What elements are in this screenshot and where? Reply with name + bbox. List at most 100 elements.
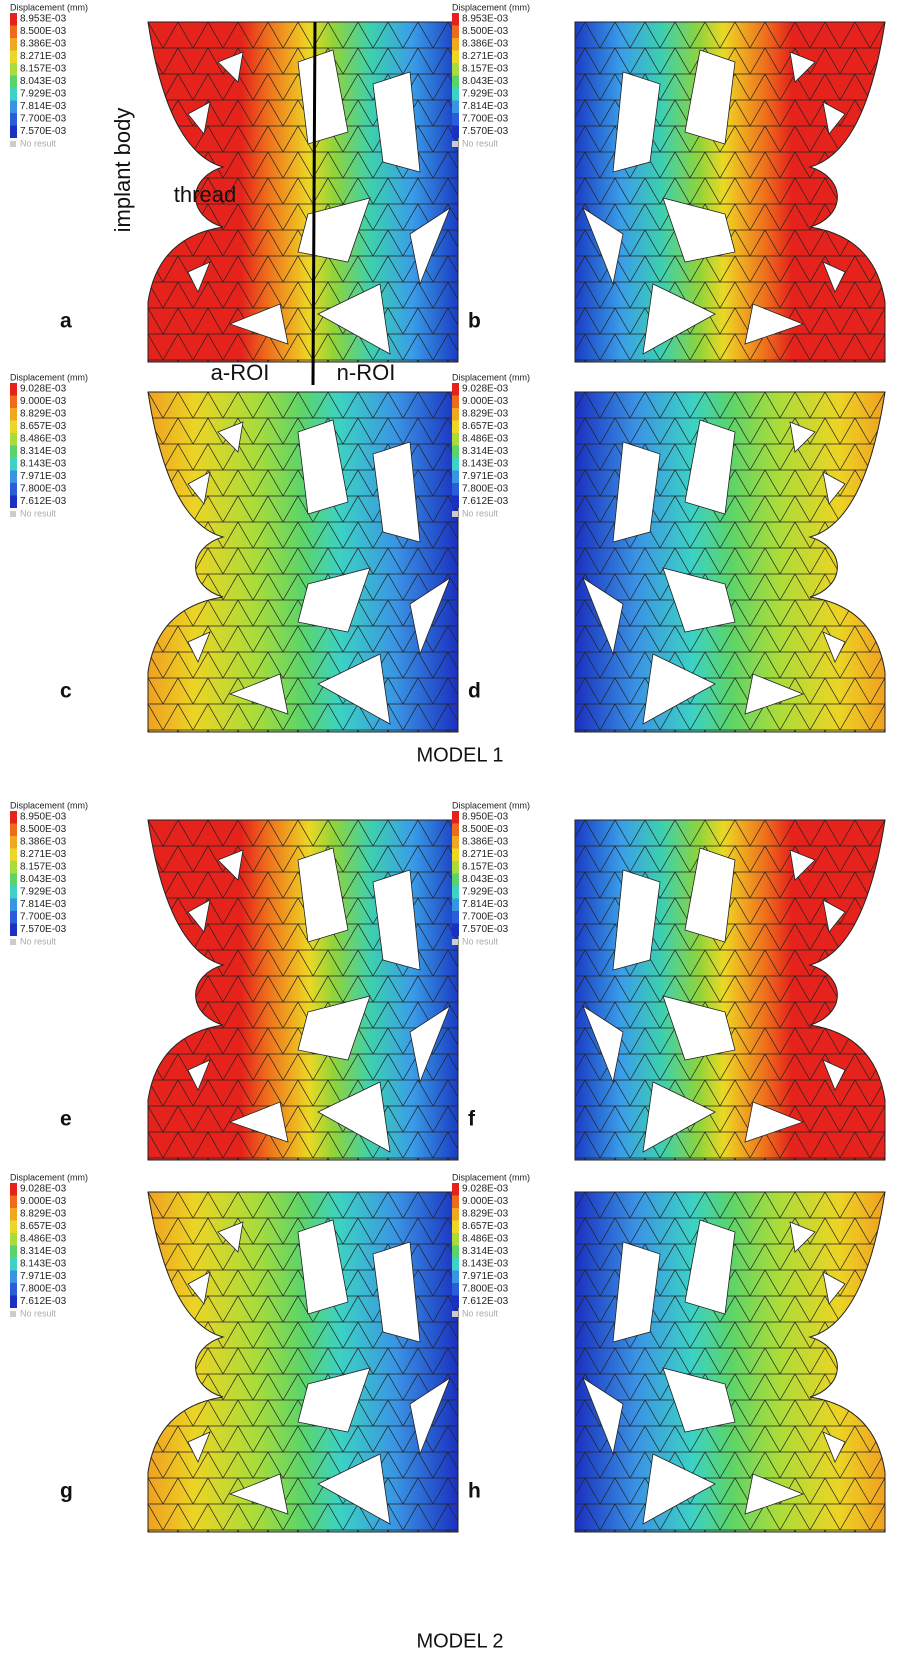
void — [744, 1101, 805, 1143]
legend-swatch — [10, 1195, 17, 1208]
void — [317, 1081, 391, 1153]
legend-title: Displacement (mm) — [10, 372, 88, 382]
contour-plot — [574, 1191, 886, 1533]
legend-swatch — [10, 113, 17, 126]
void — [789, 1221, 816, 1253]
legend-swatch — [452, 1195, 459, 1208]
legend-value: 9.028E-03 — [462, 1184, 509, 1195]
legend-swatch — [10, 873, 17, 886]
legend-value: 8.271E-03 — [462, 849, 509, 860]
void — [744, 303, 805, 345]
legend-swatch — [452, 470, 459, 483]
legend-title: Displacement (mm) — [10, 800, 88, 810]
legend-value: 7.700E-03 — [20, 912, 67, 923]
legend-value: 7.700E-03 — [462, 912, 509, 923]
contour-body — [148, 392, 458, 732]
void — [297, 995, 371, 1061]
contour-plot — [574, 391, 886, 733]
legend-swatch — [10, 38, 17, 51]
legend-swatch — [452, 1295, 459, 1308]
legend-value: 7.971E-03 — [20, 471, 67, 482]
legend-swatch — [10, 1311, 16, 1317]
legend-swatch — [10, 75, 17, 88]
void — [662, 197, 736, 263]
legend-swatch — [10, 1220, 17, 1233]
void — [684, 49, 736, 145]
legend-swatch — [10, 836, 17, 849]
void — [744, 1473, 805, 1515]
void — [612, 869, 661, 971]
legend-swatch — [10, 1245, 17, 1258]
legend-swatch — [10, 445, 17, 458]
contour-body — [575, 22, 885, 362]
void — [297, 567, 371, 633]
legend-swatch — [452, 50, 459, 63]
void — [228, 1101, 289, 1143]
legend-value: 8.950E-03 — [20, 812, 67, 823]
legend-value: 8.829E-03 — [20, 409, 67, 420]
legend-no-result: No result — [20, 936, 57, 946]
void — [684, 1219, 736, 1315]
legend-swatch — [10, 1295, 17, 1308]
void — [187, 1431, 211, 1463]
legend-swatch — [452, 113, 459, 126]
void — [372, 71, 421, 173]
contour-body — [575, 1192, 885, 1532]
void — [217, 1221, 244, 1253]
legend-swatch — [452, 861, 459, 874]
legend-swatch — [10, 420, 17, 433]
legend-no-result: No result — [20, 138, 57, 148]
legend-value: 8.500E-03 — [20, 824, 67, 835]
legend-swatch — [10, 63, 17, 76]
panels: Displacement (mm)8.953E-038.500E-038.386… — [10, 2, 886, 1652]
panel-letter: d — [468, 680, 481, 703]
legend-swatch — [452, 13, 459, 26]
legend-swatch — [10, 923, 17, 936]
legend-swatch — [452, 1208, 459, 1221]
legend-swatch — [452, 38, 459, 51]
void — [317, 1453, 391, 1525]
void — [582, 1376, 624, 1456]
legend-value: 8.829E-03 — [462, 1209, 509, 1220]
legend-value: 8.950E-03 — [462, 812, 509, 823]
contour-plot — [574, 819, 886, 1161]
legend-value: 8.500E-03 — [462, 824, 509, 835]
legend-swatch — [10, 433, 17, 446]
legend-value: 8.314E-03 — [462, 1246, 509, 1257]
legend-no-result: No result — [462, 508, 499, 518]
void — [317, 653, 391, 725]
legend-value: 8.143E-03 — [462, 1259, 509, 1270]
legend-value: 8.043E-03 — [20, 874, 67, 885]
legend-value: 8.143E-03 — [20, 459, 67, 470]
legend-value: 9.000E-03 — [462, 396, 509, 407]
legend-swatch — [452, 100, 459, 113]
legend-value: 8.157E-03 — [462, 64, 509, 75]
legend-swatch — [10, 495, 17, 508]
panel: Displacement (mm) 9.028E-039.000E-03 8.829… — [10, 1172, 459, 1533]
annotation: implant body — [110, 108, 135, 233]
legend-value: 8.486E-03 — [462, 1234, 509, 1245]
legend-value: 8.043E-03 — [462, 76, 509, 87]
legend-no-result: No result — [462, 138, 499, 148]
contour-plot — [147, 21, 459, 363]
void — [582, 576, 624, 656]
legend-value: 8.143E-03 — [462, 459, 509, 470]
legend-title: Displacement (mm) — [452, 372, 530, 382]
model-label: MODEL 2 — [416, 1630, 503, 1652]
legend-swatch — [10, 823, 17, 836]
legend-value: 8.486E-03 — [462, 434, 509, 445]
legend-title: Displacement (mm) — [452, 800, 530, 810]
annotation: n-ROI — [337, 360, 396, 385]
legend-swatch — [452, 63, 459, 76]
legend-swatch — [452, 1245, 459, 1258]
legend-value: 7.612E-03 — [20, 1296, 67, 1307]
legend-value: 8.157E-03 — [20, 64, 67, 75]
void — [822, 631, 846, 663]
void — [409, 206, 451, 286]
void — [662, 1367, 736, 1433]
legend-value: 8.486E-03 — [20, 1234, 67, 1245]
panel: Displacement (mm) 9.028E-039.000E-03 8.829… — [452, 372, 886, 733]
model-label: MODEL 1 — [416, 744, 503, 766]
legend-swatch — [10, 458, 17, 471]
